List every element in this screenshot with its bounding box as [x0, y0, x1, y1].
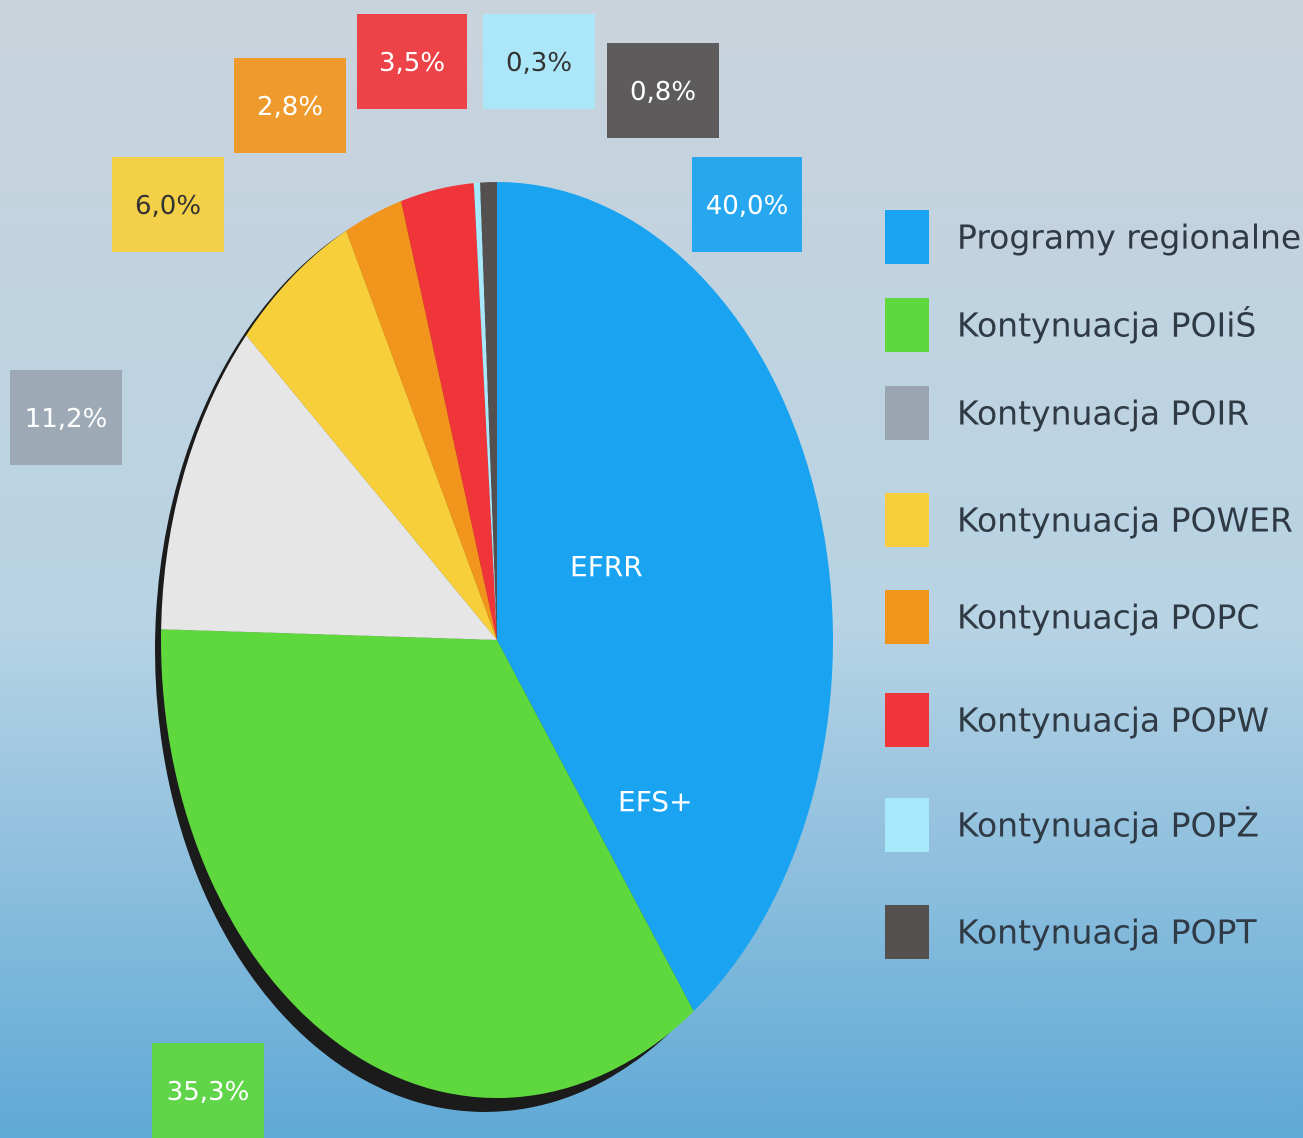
pie-slice: [161, 335, 497, 640]
pie-slice: [246, 230, 497, 640]
annotation: EFRR: [570, 550, 643, 583]
value-label: 2,8%: [257, 92, 323, 122]
pie-slice: [160, 629, 694, 1098]
legend-swatch: [885, 693, 929, 747]
pie-slice: [480, 182, 497, 640]
label-box: [152, 1043, 264, 1138]
annotation: EFS+: [618, 785, 693, 818]
legend-label: Kontynuacja POPŻ: [957, 806, 1259, 845]
pie-slice: [401, 183, 497, 641]
label-box: [234, 58, 346, 153]
legend-swatch: [885, 298, 929, 352]
value-label: 40,0%: [706, 191, 789, 221]
legend-swatch: [885, 798, 929, 852]
legend-swatch: [885, 590, 929, 644]
legend-swatch: [885, 493, 929, 547]
legend-swatch: [885, 905, 929, 959]
legend-swatch: [885, 210, 929, 264]
label-box: [112, 157, 224, 252]
pie-slice: [473, 182, 497, 640]
value-label: 11,2%: [25, 404, 108, 434]
label-box: [357, 14, 467, 109]
value-label: 0,3%: [506, 48, 572, 78]
label-box: [483, 14, 595, 109]
pie-slice: [346, 201, 497, 641]
pie-slice: [497, 182, 834, 1012]
label-box: [607, 43, 719, 138]
value-label: 3,5%: [379, 48, 445, 78]
legend-swatch: [885, 386, 929, 440]
value-label: 35,3%: [167, 1077, 250, 1107]
legend-label: Kontynuacja POIiŚ: [957, 305, 1256, 345]
legend-label: Kontynuacja POPW: [957, 701, 1269, 740]
legend-label: Kontynuacja POWER: [957, 501, 1293, 540]
label-box: [692, 157, 802, 252]
legend-label: Kontynuacja POPT: [957, 913, 1257, 952]
legend-label: Kontynuacja POPC: [957, 598, 1259, 637]
value-label: 0,8%: [630, 77, 696, 107]
value-labels: 40,0% 35,3% 11,2% 6,0% 2,8% 3,5% 0,3% 0,8%: [10, 14, 802, 1138]
value-label: 6,0%: [135, 191, 201, 221]
pie: [160, 182, 834, 1098]
legend: Programy regionalne Kontynuacja POIiŚ Kont…: [885, 210, 1301, 959]
legend-label: Programy regionalne: [957, 218, 1301, 257]
label-box: [10, 370, 122, 465]
legend-label: Kontynuacja POIR: [957, 394, 1249, 433]
